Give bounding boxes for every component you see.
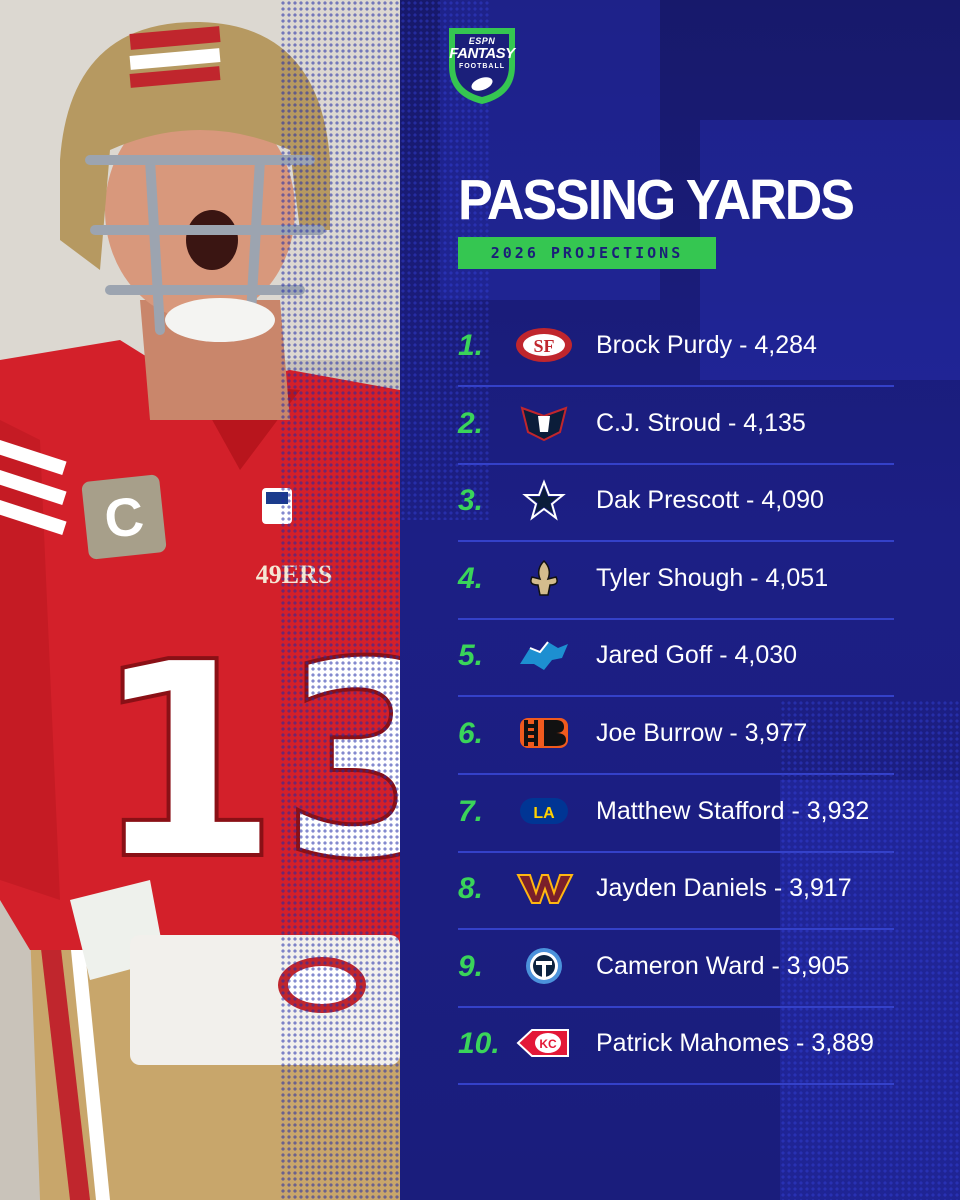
player-projection: Matthew Stafford - 3,932 bbox=[596, 796, 870, 825]
rank-number: 1. bbox=[458, 329, 484, 362]
halftone-edge bbox=[280, 0, 400, 1200]
rank-number: 10. bbox=[458, 1027, 500, 1061]
ranking-row: 10. KC Patrick Mahomes - 3,889 bbox=[458, 1004, 894, 1086]
football-label: FOOTBALL bbox=[458, 63, 506, 70]
svg-text:KC: KC bbox=[539, 1037, 557, 1051]
titans-logo-icon bbox=[514, 945, 574, 987]
rank-number: 5. bbox=[458, 639, 484, 673]
ranking-row: 9. Cameron Ward - 3,905 bbox=[458, 927, 894, 1008]
commanders-logo-icon bbox=[514, 867, 574, 909]
row-divider bbox=[458, 1083, 894, 1086]
player-projection: Brock Purdy - 4,284 bbox=[596, 331, 817, 359]
player-projection: Joe Burrow - 3,977 bbox=[596, 719, 808, 747]
ranking-row: 8. Jayden Daniels - 3,917 bbox=[458, 849, 894, 931]
chiefs-logo-icon: KC bbox=[514, 1022, 574, 1064]
background-shape bbox=[780, 780, 960, 1200]
rank-number: 7. bbox=[458, 794, 484, 828]
bengals-logo-icon bbox=[514, 712, 574, 754]
rams-logo-icon: LA bbox=[514, 790, 574, 832]
row-divider bbox=[458, 462, 894, 465]
player-projection: Jayden Daniels - 3,917 bbox=[596, 874, 852, 903]
texans-logo-icon bbox=[514, 402, 574, 444]
rank-number: 3. bbox=[458, 484, 484, 518]
halftone-pattern bbox=[780, 700, 960, 1200]
cowboys-logo-icon bbox=[514, 479, 574, 521]
player-photo: C 49ERS 13 bbox=[0, 0, 400, 1200]
row-divider bbox=[458, 695, 894, 698]
projection-badge: 2026 PROJECTIONS bbox=[458, 237, 716, 269]
player-projection: Cameron Ward - 3,905 bbox=[596, 951, 850, 980]
ranking-row: 6. Joe Burrow - 3,977 bbox=[458, 694, 894, 775]
player-projection: Tyler Shough - 4,051 bbox=[596, 563, 829, 592]
rank-number: 2. bbox=[458, 406, 484, 440]
captain-patch-letter: C bbox=[102, 486, 147, 550]
rankings-panel bbox=[400, 0, 960, 1200]
saints-logo-icon bbox=[514, 557, 574, 599]
svg-text:LA: LA bbox=[533, 805, 555, 822]
espn-label: ESPN bbox=[468, 36, 496, 46]
ranking-row: 5. Jared Goff - 4,030 bbox=[458, 616, 894, 698]
background-shape bbox=[700, 120, 960, 380]
rank-number: 4. bbox=[458, 561, 484, 595]
svg-text:SF: SF bbox=[533, 336, 554, 356]
ranking-row: 7. LA Matthew Stafford - 3,932 bbox=[458, 772, 894, 853]
player-projection: Patrick Mahomes - 3,889 bbox=[596, 1029, 874, 1058]
ranking-row: 3. Dak Prescott - 4,090 bbox=[458, 461, 894, 543]
row-divider bbox=[458, 850, 894, 853]
row-divider bbox=[458, 540, 894, 543]
row-divider bbox=[458, 1005, 894, 1008]
row-divider bbox=[458, 773, 894, 775]
rank-number: 6. bbox=[458, 717, 484, 750]
player-projection: C.J. Stroud - 4,135 bbox=[596, 408, 806, 437]
row-divider bbox=[458, 617, 894, 620]
row-divider bbox=[458, 928, 894, 931]
espn-fantasy-football-logo: ESPN FANTASY FOOTBALL bbox=[445, 22, 519, 106]
page-title: PASSING YARDS bbox=[458, 169, 855, 232]
49ers-logo-icon: SF bbox=[514, 324, 574, 366]
rank-number: 9. bbox=[458, 949, 484, 983]
ranking-row: 1. SF Brock Purdy - 4,284 bbox=[458, 306, 894, 387]
fantasy-label: FANTASY bbox=[449, 45, 515, 62]
lions-logo-icon bbox=[514, 634, 574, 676]
ranking-row: 4. Tyler Shough - 4,051 bbox=[458, 539, 894, 620]
row-divider bbox=[458, 385, 894, 387]
rank-number: 8. bbox=[458, 872, 484, 906]
player-projection: Jared Goff - 4,030 bbox=[596, 641, 798, 670]
shield-icon bbox=[449, 28, 515, 104]
ranking-row: 2. C.J. Stroud - 4,135 bbox=[458, 384, 894, 465]
player-projection: Dak Prescott - 4,090 bbox=[596, 486, 824, 515]
